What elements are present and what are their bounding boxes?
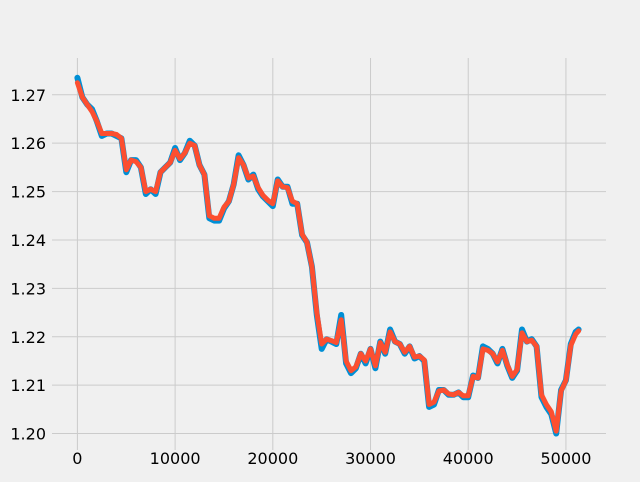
series-line-1	[74, 74, 582, 437]
x-tick-label: 40000	[443, 449, 494, 468]
y-tick-label: 1.26	[10, 134, 46, 153]
x-tick-label: 30000	[345, 449, 396, 468]
y-tick-label: 1.21	[10, 376, 46, 395]
x-axis-ticks: 0 10000 20000 30000 40000 50000	[72, 449, 591, 468]
y-tick-label: 1.22	[10, 328, 46, 347]
series-lines	[74, 74, 582, 437]
series-line-2	[74, 80, 582, 434]
y-tick-label: 1.25	[10, 183, 46, 202]
x-tick-label: 0	[72, 449, 82, 468]
grid	[52, 58, 606, 450]
x-tick-label: 10000	[150, 449, 201, 468]
y-tick-label: 1.20	[10, 425, 46, 444]
x-tick-label: 50000	[540, 449, 591, 468]
y-tick-label: 1.27	[10, 86, 46, 105]
y-tick-label: 1.23	[10, 279, 46, 298]
y-axis-ticks: 1.20 1.21 1.22 1.23 1.24 1.25 1.26 1.27	[10, 86, 46, 444]
x-tick-label: 20000	[247, 449, 298, 468]
y-tick-label: 1.24	[10, 231, 46, 250]
